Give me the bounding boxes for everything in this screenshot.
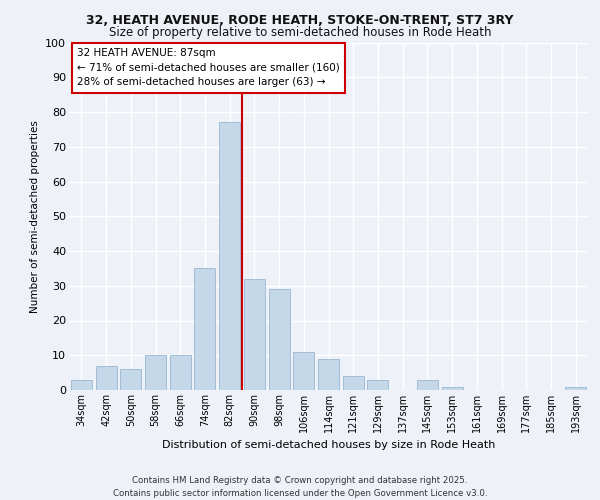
Bar [244,279,265,390]
Y-axis label: Number of semi-detached properties: Number of semi-detached properties [29,120,40,312]
Bar [95,366,116,390]
Text: Contains HM Land Registry data © Crown copyright and database right 2025.
Contai: Contains HM Land Registry data © Crown c… [113,476,487,498]
Bar [219,122,240,390]
Bar [194,268,215,390]
Bar [293,352,314,390]
Bar [367,380,388,390]
Bar [71,380,92,390]
Bar [120,369,141,390]
Text: Size of property relative to semi-detached houses in Rode Heath: Size of property relative to semi-detach… [109,26,491,39]
Bar [565,386,586,390]
Text: 32 HEATH AVENUE: 87sqm
← 71% of semi-detached houses are smaller (160)
28% of se: 32 HEATH AVENUE: 87sqm ← 71% of semi-det… [77,48,340,88]
Bar [343,376,364,390]
X-axis label: Distribution of semi-detached houses by size in Rode Heath: Distribution of semi-detached houses by … [162,440,495,450]
Bar [318,358,339,390]
Bar [269,289,290,390]
Text: 32, HEATH AVENUE, RODE HEATH, STOKE-ON-TRENT, ST7 3RY: 32, HEATH AVENUE, RODE HEATH, STOKE-ON-T… [86,14,514,27]
Bar [145,355,166,390]
Bar [442,386,463,390]
Bar [170,355,191,390]
Bar [417,380,438,390]
